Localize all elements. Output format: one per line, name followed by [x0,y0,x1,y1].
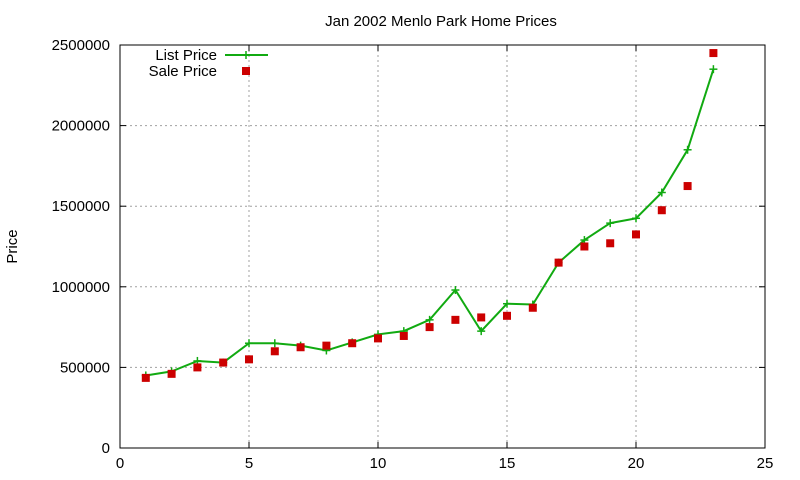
legend-item: List Price [155,47,268,64]
grid [120,45,765,448]
chart-title: Jan 2002 Menlo Park Home Prices [325,13,557,30]
legend-item: Sale Price [149,63,250,80]
data-point [270,339,279,348]
y-axis-label: Price [4,229,21,263]
data-point [322,341,331,350]
data-point [554,258,563,267]
axis-ticks [119,44,766,449]
data-point [425,315,434,324]
x-tick-label: 25 [757,455,774,472]
data-point [657,188,666,197]
data-point [425,323,434,332]
legend-marker [242,51,250,59]
series-list-price [141,65,718,380]
data-point [528,303,537,312]
data-point [270,347,279,356]
data-point [245,355,253,364]
data-point [503,299,511,308]
y-tick-label: 500000 [60,359,110,376]
data-point [451,286,460,295]
tick-labels: 0 5 10 15 20 25 0 500000 1000000 1500000 2000000 25… [52,37,774,472]
data-point [709,65,718,74]
data-point [683,182,692,191]
data-point [245,339,253,348]
legend-marker [242,67,250,75]
data-point [141,373,150,382]
y-tick-label: 1000000 [52,279,110,296]
data-point [632,214,640,223]
x-tick-label: 15 [499,455,516,472]
data-point [374,334,382,343]
x-tick-label: 5 [245,455,253,472]
data-point [477,313,486,322]
data-point [580,242,589,251]
data-point [709,49,718,58]
legend-label: Sale Price [149,63,217,80]
data-point [193,363,202,372]
data-point [632,230,640,239]
y-tick-label: 0 [102,440,110,457]
plot-frame [119,44,766,449]
y-tick-label: 2000000 [52,118,110,135]
data-point [399,331,408,340]
data-point [219,358,228,367]
x-tick-label: 20 [628,455,645,472]
data-point [503,311,511,320]
series-layer [141,49,718,382]
data-point [167,369,176,378]
data-point [606,219,615,228]
legend-label: List Price [155,47,217,64]
data-point [606,239,615,248]
y-tick-label: 1500000 [52,198,110,215]
series-sale-price [141,49,718,382]
y-tick-label: 2500000 [52,37,110,54]
x-tick-label: 10 [370,455,387,472]
data-point [348,339,357,348]
data-point [683,145,692,154]
x-tick-label: 0 [116,455,124,472]
data-point [296,343,305,352]
data-point [477,327,486,336]
data-point [657,206,666,215]
data-point [451,315,460,324]
